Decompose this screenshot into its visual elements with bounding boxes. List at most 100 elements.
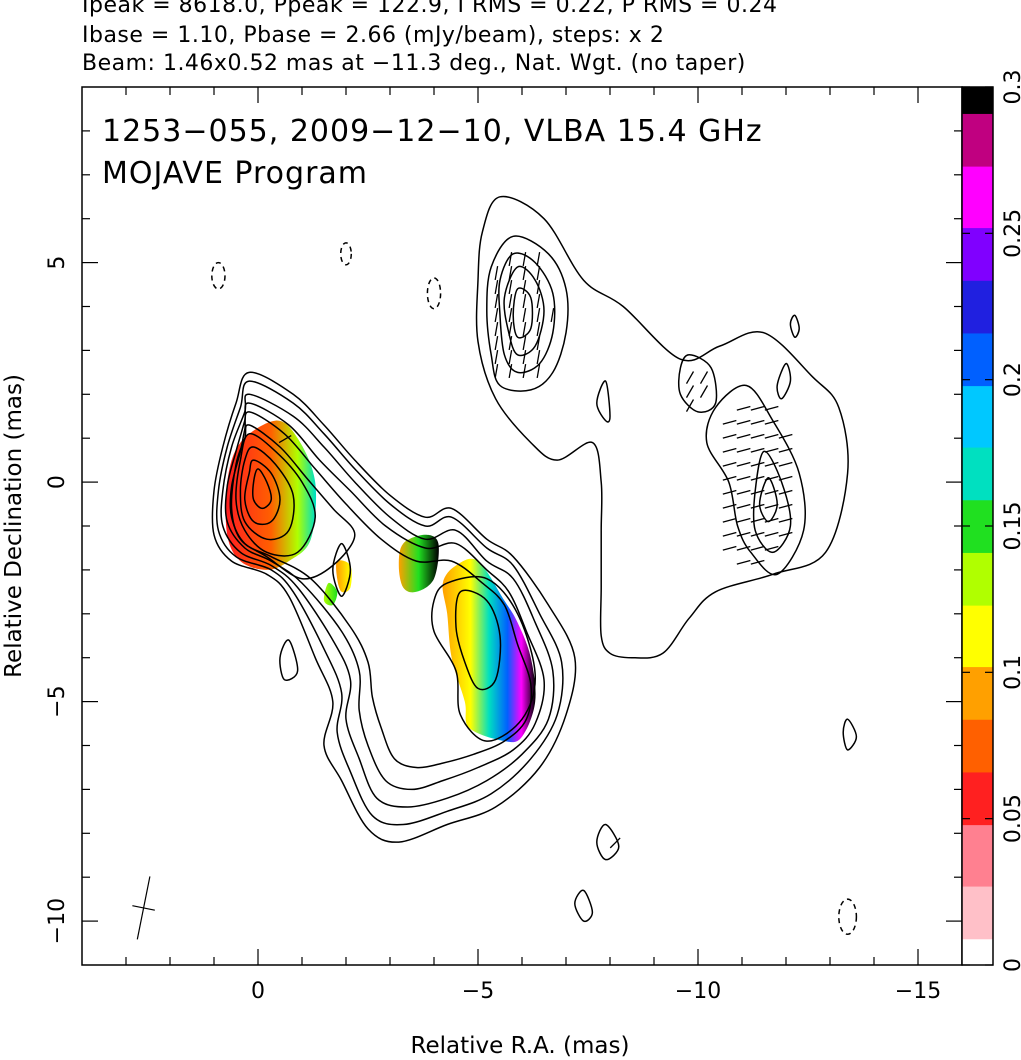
colorbar-swatch — [962, 710, 993, 720]
evpa-stick — [736, 489, 751, 495]
header-beam-info: Beam: 1.46x0.52 mas at −11.3 deg., Nat. … — [82, 51, 746, 76]
colorbar-swatch — [962, 315, 993, 325]
colorbar-swatch — [962, 850, 993, 861]
negative-contour-neg-4 — [838, 898, 858, 936]
colorbar-swatch — [962, 859, 993, 870]
contour-lobe-a-4 — [512, 287, 534, 339]
colorbar-swatch — [962, 394, 993, 404]
colorbar-swatch — [962, 359, 993, 369]
evpa-stick — [750, 433, 765, 439]
colorbar-swatch — [962, 367, 993, 378]
contour-lobe-b-1 — [705, 384, 806, 576]
colorbar-swatch — [962, 771, 993, 782]
colorbar-swatch — [962, 174, 993, 185]
colorbar-swatch — [962, 684, 993, 694]
colorbar-swatch — [962, 464, 993, 474]
colorbar-swatch — [962, 763, 993, 773]
colorbar-swatch — [962, 306, 993, 316]
evpa-stick — [778, 531, 793, 537]
colorbar-swatch — [962, 253, 993, 264]
colorbar-swatch — [962, 692, 993, 703]
colorbar-swatch — [962, 429, 993, 439]
evpa-stick — [508, 266, 513, 281]
evpa-stick — [722, 489, 737, 495]
contour-islet-5 — [596, 823, 620, 861]
evpa-stick — [764, 475, 779, 481]
evpa-stick — [778, 503, 793, 509]
colorbar-swatch — [962, 789, 993, 799]
colorbar-swatch — [962, 192, 993, 202]
evpa-stick — [722, 545, 737, 551]
evpa-stick — [722, 433, 737, 439]
colorbar-swatch — [962, 938, 993, 949]
x-axis-label: Relative R.A. (mas) — [411, 1033, 630, 1059]
colorbar-swatch — [962, 956, 993, 966]
evpa-stick — [764, 517, 779, 523]
negative-contour-neg-1 — [211, 261, 226, 290]
evpa-stick — [536, 294, 541, 309]
evpa-stick — [736, 405, 751, 411]
colorbar-swatch — [962, 745, 993, 755]
evpa-stick — [722, 531, 737, 537]
evpa-stick — [736, 419, 751, 425]
colorbar-swatch — [962, 833, 993, 843]
evpa-stick — [685, 371, 695, 384]
evpa-stick — [764, 419, 779, 425]
evpa-stick — [699, 385, 709, 398]
evpa-stick — [536, 350, 541, 365]
colorbar-swatch — [962, 280, 993, 290]
contour-lobe-a-1 — [486, 235, 569, 392]
evpa-stick — [750, 405, 765, 411]
colorbar-swatch — [962, 332, 993, 343]
evpa-stick — [736, 517, 751, 523]
evpa-stick — [508, 336, 513, 351]
contour-core-2 — [215, 380, 564, 826]
evpa-stick — [522, 280, 527, 295]
x-tick-label: −10 — [675, 979, 721, 1004]
evpa-stick — [750, 531, 765, 537]
evpa-stick — [494, 266, 499, 281]
contour-core-1 — [211, 371, 577, 843]
colorbar-swatch — [962, 438, 993, 448]
evpa-stick — [750, 545, 765, 551]
plot-frame — [81, 86, 963, 966]
evpa-stick — [750, 503, 765, 509]
colorbar-swatch — [962, 446, 993, 457]
evpa-stick — [494, 336, 499, 351]
evpa-stick — [736, 461, 751, 467]
evpa-stick — [522, 322, 527, 337]
colorbar-swatch — [962, 271, 993, 281]
contour-core-3 — [220, 393, 555, 808]
evpa-stick — [764, 545, 779, 551]
colorbar-swatch — [962, 885, 993, 896]
colorbar-swatch — [962, 490, 993, 501]
colorbar-swatch — [962, 403, 993, 413]
evpa-stick — [722, 447, 737, 453]
evpa-stick — [736, 475, 751, 481]
colorbar-swatch — [962, 95, 993, 106]
colorbar-swatch — [962, 288, 993, 299]
contour-lobe-a-3 — [503, 265, 545, 357]
negative-contour-neg-3 — [426, 277, 442, 310]
colorbar-tick-label: 0.3 — [1001, 70, 1021, 105]
evpa-stick — [778, 447, 793, 453]
colorbar-swatch — [962, 455, 993, 466]
contour-core-10 — [252, 468, 273, 510]
contour-lobe-outer — [475, 195, 849, 659]
x-tick-label: −15 — [895, 979, 941, 1004]
y-tick-label: −5 — [45, 685, 70, 717]
contour-lobe-b-2 — [752, 450, 792, 554]
evpa-stick — [550, 308, 555, 323]
colorbar-swatch — [962, 350, 993, 360]
colorbar-swatch — [962, 376, 993, 387]
contour-islet-6 — [776, 362, 792, 400]
colorbar-swatch — [962, 420, 993, 431]
colorbar-swatch — [962, 727, 993, 738]
colorbar-swatch — [962, 701, 993, 711]
evpa-stick — [508, 308, 513, 323]
evpa-stick — [536, 308, 541, 323]
evpa-stick — [764, 433, 779, 439]
colorbar-swatch — [962, 130, 993, 141]
colorbar-tick-label: 0.2 — [1001, 362, 1021, 397]
evpa-stick — [750, 489, 765, 495]
